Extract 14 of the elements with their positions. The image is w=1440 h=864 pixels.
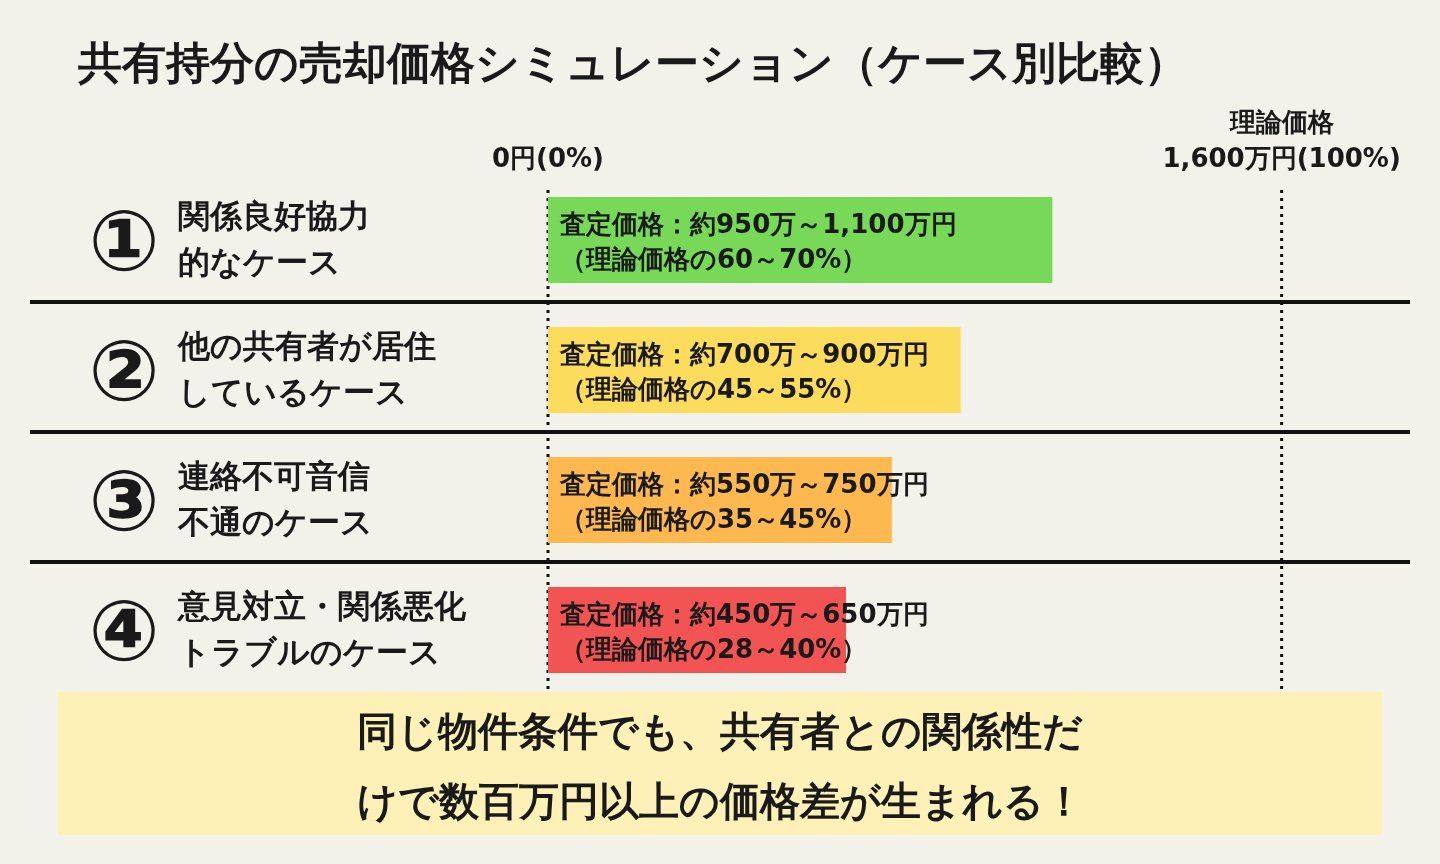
y-tick-label: 連絡不可音信不通のケース (177, 457, 373, 541)
text: 同じ物件条件でも、共有者との関係性だけで数百万円以上の価格差が生まれる！ (356, 708, 1084, 824)
data-label: 査定価格：約950万～1,100万円（理論価格の60～70%） (559, 209, 957, 274)
y-tick-label: 関係良好協力的なケース (178, 197, 370, 281)
chart-title: 共有持分の売却価格シミュレーション（ケース別比較） (77, 37, 1188, 88)
text: ④ (88, 582, 160, 680)
data-label: 査定価格：約700万～900万円（理論価格の45～55%） (559, 339, 929, 404)
text: ② (88, 322, 160, 420)
ref-line-label: 理論価格1,600万円(100%) (1162, 107, 1401, 173)
y-tick-label: 他の共有者が居住しているケース (177, 327, 436, 411)
text: ③ (88, 452, 160, 550)
text: ① (88, 192, 160, 290)
y-tick-label: 意見対立・関係悪化トラブルのケース (176, 587, 467, 671)
ref-line-label: 0円(0%) (492, 143, 604, 173)
